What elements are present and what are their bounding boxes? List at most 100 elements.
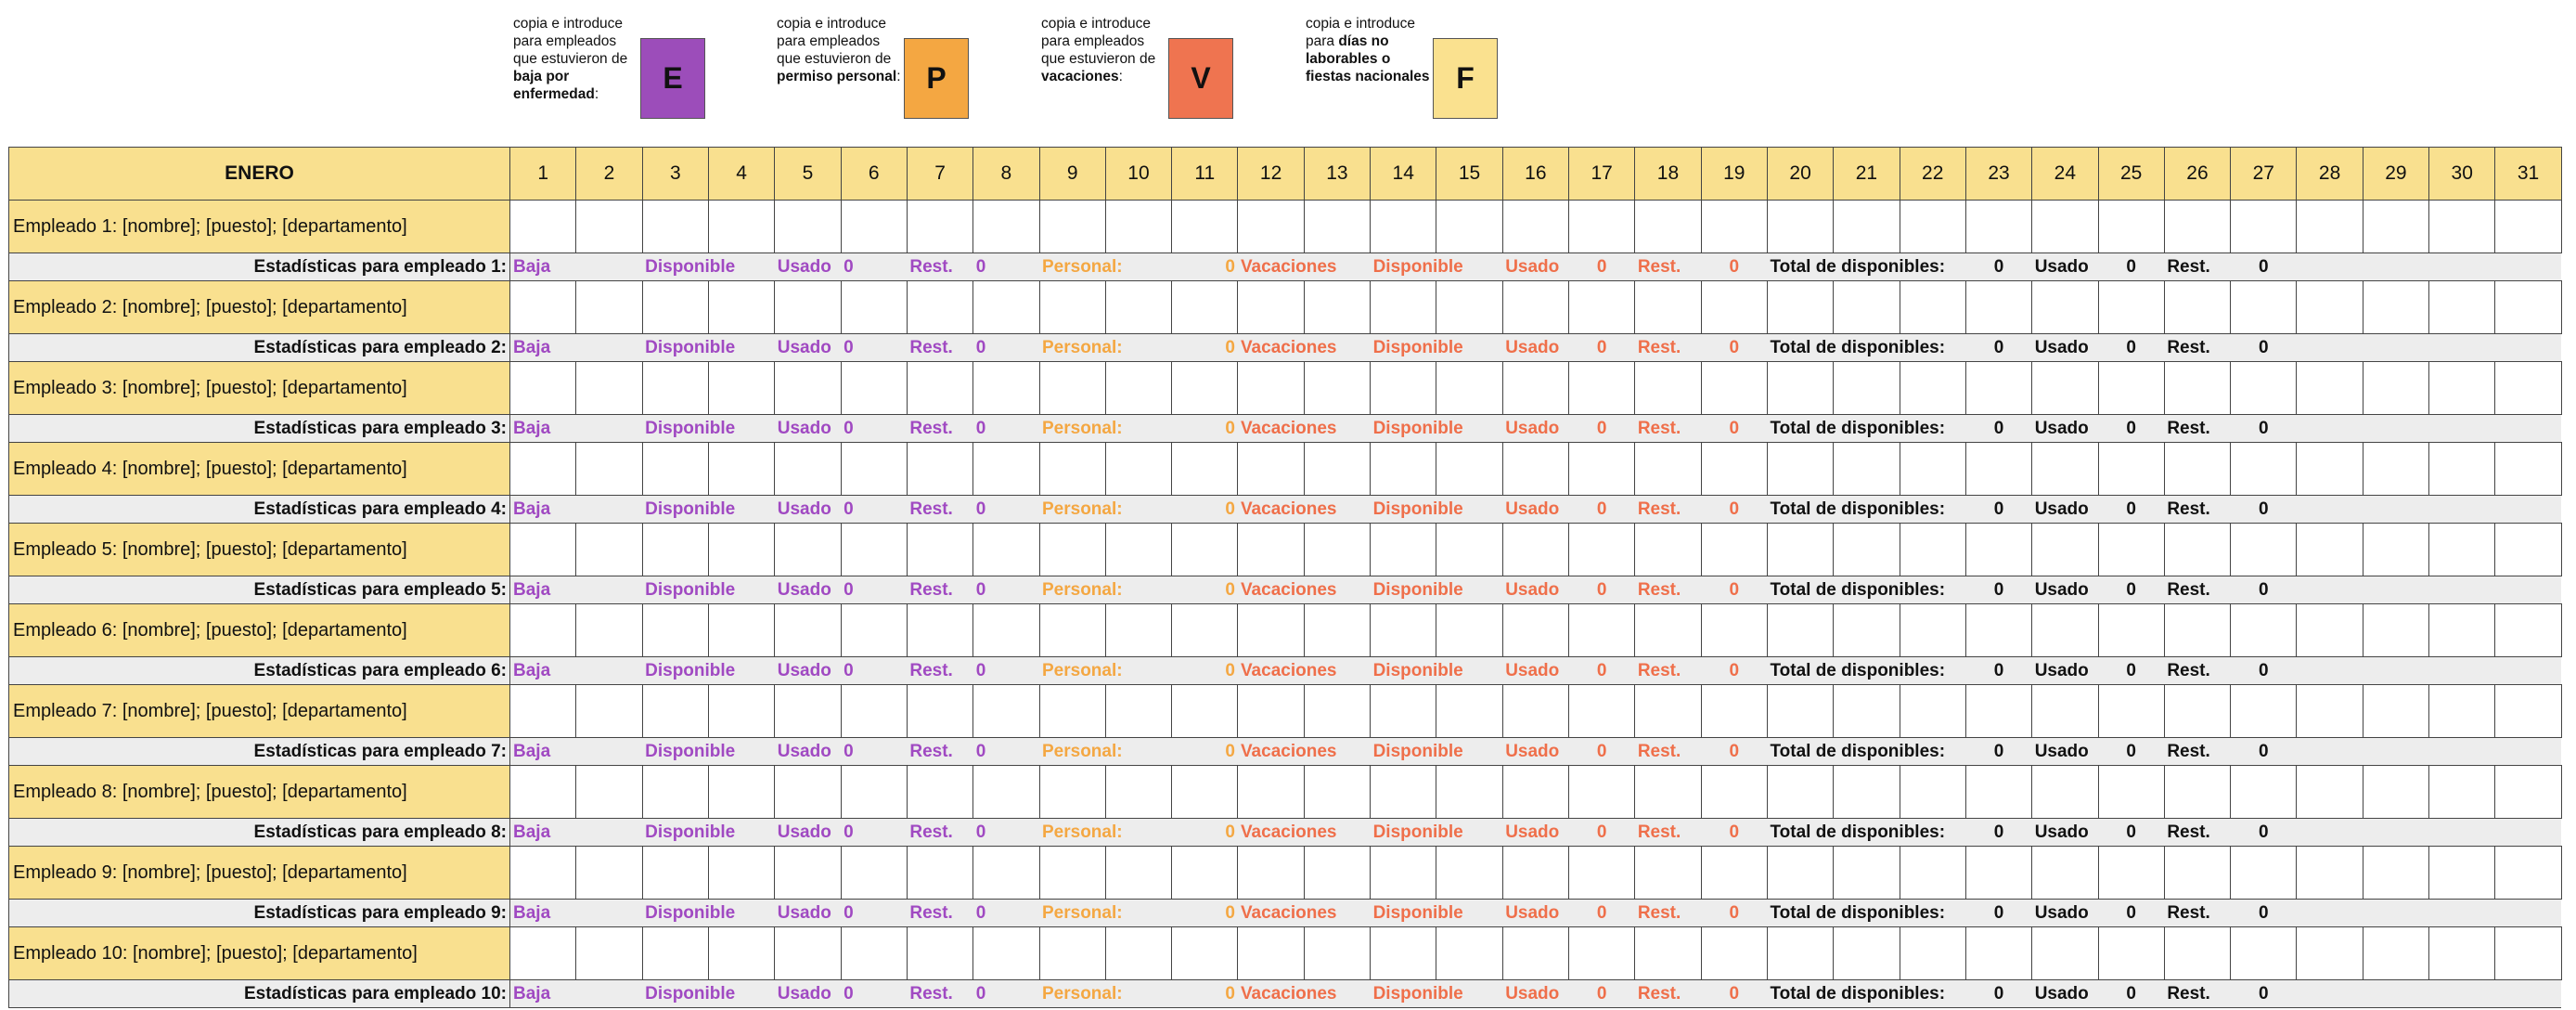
stats-row: Estadísticas para empleado 3: Baja Disponi…: [8, 414, 2562, 443]
day-cell: [1700, 442, 1768, 496]
day-cell: [2296, 684, 2363, 738]
day-cell: [1634, 846, 1702, 900]
stats-value: 0: [1568, 333, 1635, 362]
day-header: 30: [2428, 147, 2496, 201]
stats-header: Disponible: [642, 656, 775, 685]
employee-name: Empleado 6: [nombre]; [puesto]; [departa…: [8, 603, 510, 657]
day-cell: [972, 280, 1040, 334]
day-cell: [1567, 765, 1636, 819]
day-header: 14: [1370, 147, 1437, 201]
stats-value: 0: [2098, 737, 2165, 766]
stats-header: Total de disponibles:: [1767, 737, 1966, 766]
day-cell: [2296, 846, 2363, 900]
day-header: 8: [972, 147, 1040, 201]
day-cell: [1964, 926, 2033, 980]
employee-name: Empleado 8: [nombre]; [puesto]; [departa…: [8, 765, 510, 819]
day-cell: [2296, 442, 2363, 496]
stats-header: Rest.: [907, 818, 973, 847]
stats-value: 0: [2230, 656, 2297, 685]
day-cell: [840, 361, 908, 415]
stats-header: Usado: [2031, 979, 2098, 1008]
stats-header: Usado: [1502, 576, 1569, 604]
day-cell: [2428, 523, 2496, 576]
legend-text: copia e introduce para empleados que est…: [513, 15, 638, 103]
day-cell: [2362, 523, 2430, 576]
stats-header: Usado: [2031, 576, 2098, 604]
day-cell: [575, 603, 643, 657]
day-cell: [1766, 846, 1835, 900]
day-cell: [2362, 361, 2430, 415]
day-cell: [1038, 280, 1106, 334]
day-header: 3: [641, 147, 709, 201]
stats-value: 0: [1965, 495, 2032, 524]
stats-value: 0: [1701, 252, 1768, 281]
stats-empty: [2296, 656, 2562, 685]
day-cell: [1436, 280, 1503, 334]
stats-value: 0: [2230, 495, 2297, 524]
stats-value: 0: [1568, 656, 1635, 685]
day-cell: [2494, 361, 2562, 415]
day-cell: [1104, 442, 1173, 496]
stats-value: 0: [2098, 576, 2165, 604]
day-cell: [1436, 200, 1503, 253]
day-cell: [840, 603, 908, 657]
stats-header: Usado: [1502, 252, 1569, 281]
stats-value: 0: [1171, 576, 1238, 604]
day-cell: [641, 442, 709, 496]
stats-header: Usado: [1502, 818, 1569, 847]
day-cell: [906, 846, 974, 900]
employee-row: Empleado 7: [nombre]; [puesto]; [departa…: [8, 684, 2562, 738]
day-cell: [840, 523, 908, 576]
day-header: 5: [774, 147, 842, 201]
day-cell: [774, 200, 842, 253]
day-header: 19: [1700, 147, 1768, 201]
day-cell: [1833, 926, 1900, 980]
day-cell: [1303, 200, 1372, 253]
day-header: 25: [2097, 147, 2165, 201]
stats-value: 0: [2230, 576, 2297, 604]
day-cell: [1038, 765, 1106, 819]
day-cell: [972, 603, 1040, 657]
stats-label: Estadísticas para empleado 10:: [8, 979, 510, 1008]
stats-value: 0: [2098, 899, 2165, 927]
stats-value: 0: [1171, 656, 1238, 685]
day-cell: [1104, 926, 1173, 980]
day-cell: [1700, 361, 1768, 415]
day-header: 27: [2230, 147, 2298, 201]
day-header: 24: [2031, 147, 2099, 201]
stats-header: Rest.: [2164, 818, 2231, 847]
stats-header: Disponible: [642, 899, 775, 927]
stats-header: Usado: [774, 576, 842, 604]
stats-empty: [2296, 899, 2562, 927]
stats-header: Rest.: [907, 899, 973, 927]
stats-value: 0: [2230, 818, 2297, 847]
day-cell: [906, 442, 974, 496]
stats-header: Usado: [1502, 495, 1569, 524]
stats-row: Estadísticas para empleado 2: Baja Disponi…: [8, 333, 2562, 362]
day-cell: [2428, 926, 2496, 980]
day-cell: [1303, 846, 1372, 900]
day-cell: [707, 684, 776, 738]
day-cell: [2362, 846, 2430, 900]
employee-name: Empleado 5: [nombre]; [puesto]; [departa…: [8, 523, 510, 576]
stats-header: Personal:: [1039, 495, 1172, 524]
day-cell: [2428, 200, 2496, 253]
day-cell: [1501, 523, 1570, 576]
stats-empty: [2296, 737, 2562, 766]
stats-header: Disponible: [1370, 818, 1503, 847]
stats-header: Usado: [774, 333, 842, 362]
stats-value: 0: [972, 333, 1039, 362]
day-cell: [1171, 846, 1239, 900]
stats-header: Baja: [509, 414, 643, 443]
stats-header: Usado: [774, 818, 842, 847]
stats-value: 0: [841, 656, 908, 685]
day-cell: [1038, 523, 1106, 576]
day-cell: [1436, 603, 1503, 657]
stats-header: Rest.: [1634, 252, 1702, 281]
day-cell: [1700, 200, 1768, 253]
stats-header: Disponible: [1370, 656, 1503, 685]
stats-value: 0: [2230, 252, 2297, 281]
employee-row: Empleado 4: [nombre]; [puesto]; [departa…: [8, 442, 2562, 496]
stats-header: Usado: [774, 899, 842, 927]
day-cell: [1237, 684, 1305, 738]
